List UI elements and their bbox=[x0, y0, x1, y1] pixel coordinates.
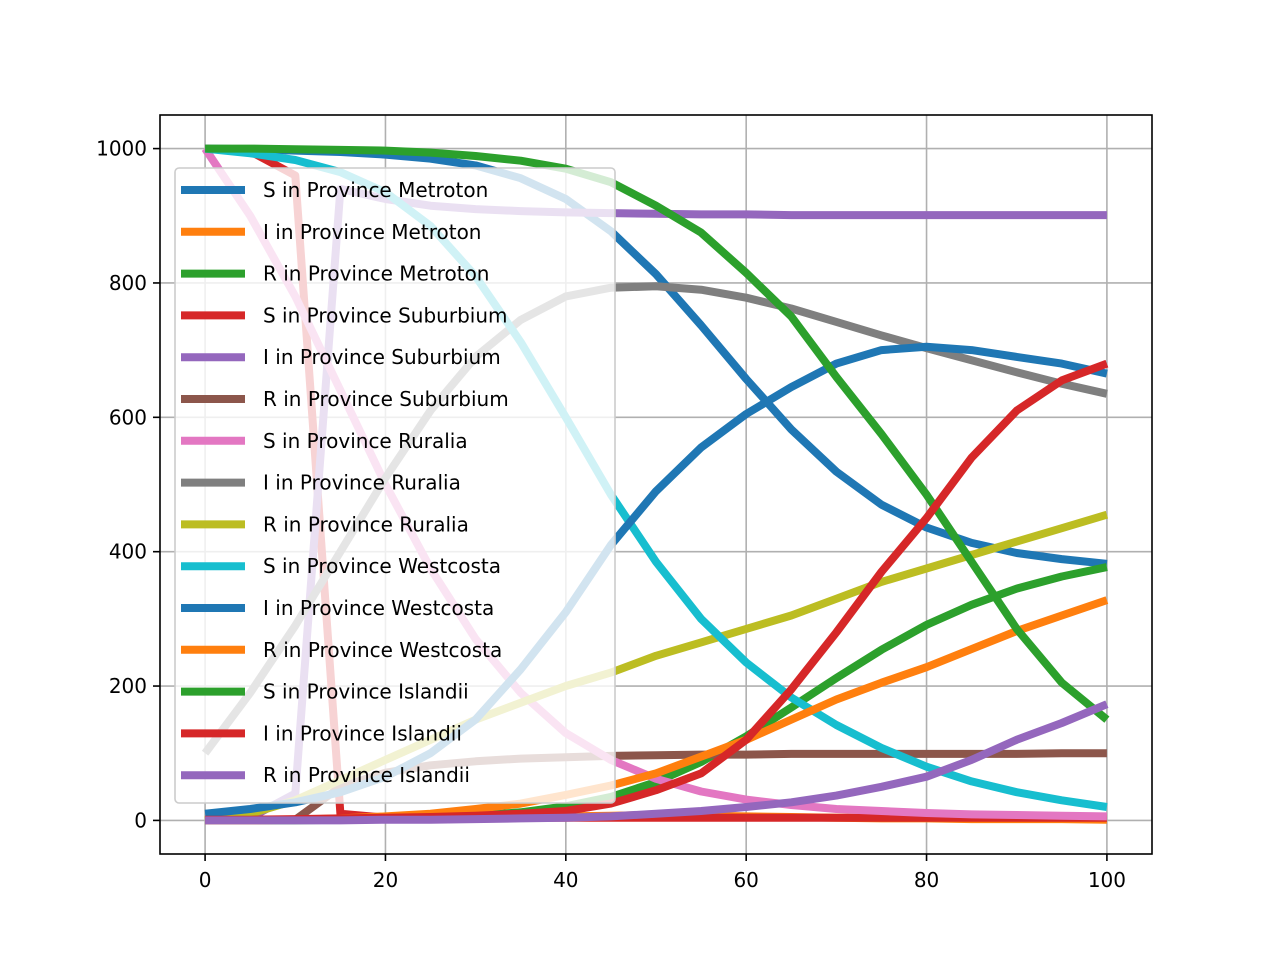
x-tick-label: 20 bbox=[373, 868, 398, 892]
legend-label: S in Province Ruralia bbox=[263, 429, 468, 453]
legend-label: R in Province Metroton bbox=[263, 262, 489, 286]
legend-label: S in Province Westcosta bbox=[263, 554, 501, 578]
series-line-13 bbox=[205, 144, 1110, 723]
x-tick-label: 100 bbox=[1088, 868, 1126, 892]
x-tick-label: 60 bbox=[733, 868, 758, 892]
legend-label: I in Province Westcosta bbox=[263, 596, 494, 620]
legend: S in Province Metroton I in Province Metr… bbox=[174, 167, 616, 804]
axes-frame bbox=[159, 114, 1153, 855]
legend-box bbox=[174, 167, 616, 804]
y-tick-label: 0 bbox=[134, 808, 147, 832]
y-tick-label: 1000 bbox=[96, 137, 147, 161]
legend-label: I in Province Ruralia bbox=[263, 471, 461, 495]
series-line-15 bbox=[205, 700, 1109, 825]
series-lines bbox=[201, 144, 1110, 825]
legend-label: R in Province Suburbium bbox=[263, 387, 509, 411]
legend-label: I in Province Suburbium bbox=[263, 345, 501, 369]
y-tick-label: 400 bbox=[109, 540, 147, 564]
legend-label: S in Province Islandii bbox=[263, 680, 469, 704]
y-tick-label: 800 bbox=[109, 271, 147, 295]
legend-label: R in Province Islandii bbox=[263, 763, 470, 787]
x-tick-label: 0 bbox=[199, 868, 212, 892]
legend-label: R in Province Westcosta bbox=[263, 638, 502, 662]
x-tick-label: 40 bbox=[553, 868, 578, 892]
legend-label: I in Province Metroton bbox=[263, 220, 481, 244]
y-tick-label: 200 bbox=[109, 674, 147, 698]
legend-label: I in Province Islandii bbox=[263, 721, 462, 745]
legend-label: S in Province Suburbium bbox=[263, 303, 507, 327]
legend-label: S in Province Metroton bbox=[263, 178, 488, 202]
legend-label: R in Province Ruralia bbox=[263, 512, 469, 536]
x-tick-label: 80 bbox=[914, 868, 939, 892]
y-tick-label: 600 bbox=[109, 405, 147, 429]
